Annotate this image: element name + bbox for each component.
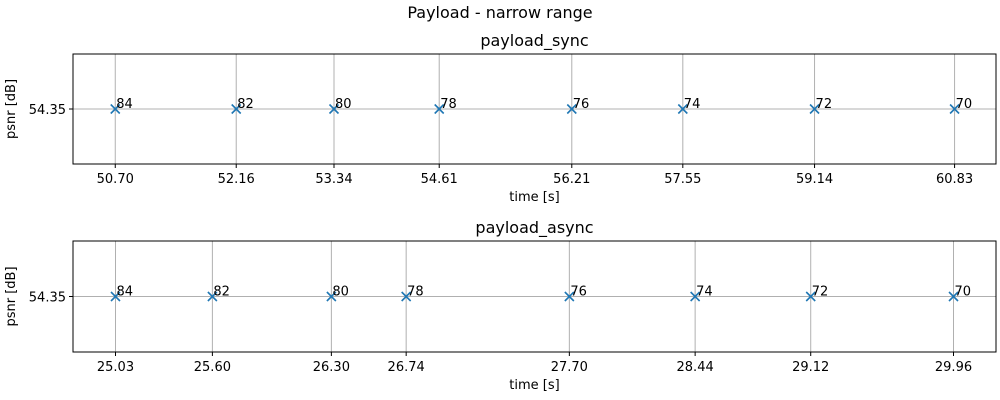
y-axis-label: psnr [dB] (4, 266, 19, 326)
x-tick-label: 25.60 (194, 360, 231, 375)
data-point-label: 74 (696, 285, 713, 300)
y-axis-label: psnr [dB] (4, 79, 19, 139)
data-point-label: 84 (116, 97, 133, 112)
x-tick-label: 29.12 (792, 360, 829, 375)
data-point (110, 103, 121, 115)
data-point-label: 74 (684, 97, 701, 112)
plot-frame (72, 53, 997, 165)
data-point-label: 84 (116, 285, 133, 300)
chart-sync: payload_sync 50.70 52.16 53.34 54.61 56.21 57.… (4, 31, 997, 205)
x-axis-label: time [s] (509, 190, 559, 205)
x-tick-label: 52.16 (218, 172, 255, 187)
x-tick-label: 54.61 (421, 172, 458, 187)
chart-async: payload_async 25.03 25.60 26.30 26.74 27.70 28… (4, 218, 997, 393)
x-tick-label: 50.70 (97, 172, 134, 187)
data-point-label: 82 (237, 97, 254, 112)
x-axis-label: time [s] (509, 378, 559, 393)
chart-title: payload_async (475, 218, 593, 238)
data-point-label: 82 (213, 285, 230, 300)
x-tick-label: 53.34 (315, 172, 352, 187)
data-point-label: 76 (573, 97, 590, 112)
data-point-label: 78 (407, 285, 424, 300)
y-tick-label: 54.35 (29, 291, 66, 306)
data-point-label: 70 (955, 285, 972, 300)
data-point (948, 291, 959, 302)
data-point-label: 70 (956, 97, 973, 112)
data-point (809, 103, 820, 115)
x-tick-label: 28.44 (677, 360, 714, 375)
data-point (690, 291, 701, 302)
x-tick-label: 26.30 (313, 360, 350, 375)
x-tick-label: 29.96 (935, 360, 972, 375)
data-point-label: 78 (440, 97, 457, 112)
data-point (677, 103, 688, 115)
data-point-label: 72 (816, 97, 833, 112)
data-point (434, 103, 445, 115)
data-point (949, 103, 960, 115)
data-point (110, 291, 121, 302)
y-tick-label: 54.35 (29, 103, 66, 118)
data-point (564, 291, 575, 302)
data-point (401, 291, 412, 302)
chart-panels: payload_sync 50.70 52.16 53.34 54.61 56.21 57.… (4, 31, 997, 393)
data-point (805, 291, 816, 302)
data-point-label: 72 (812, 285, 829, 300)
data-point (566, 103, 577, 115)
data-point-label: 76 (570, 285, 587, 300)
x-tick-label: 56.21 (553, 172, 590, 187)
plot-frame (72, 240, 997, 353)
chart-title: payload_sync (480, 31, 588, 51)
x-tick-label: 26.74 (388, 360, 425, 375)
data-point (207, 291, 218, 302)
data-point (328, 103, 340, 115)
figure-title: Payload - narrow range (407, 3, 592, 22)
data-point-label: 80 (335, 97, 352, 112)
x-tick-label: 25.03 (97, 360, 134, 375)
data-point-label: 80 (332, 285, 349, 300)
x-tick-label: 59.14 (796, 172, 833, 187)
data-point (231, 103, 242, 115)
data-point (326, 291, 337, 302)
x-tick-label: 60.83 (936, 172, 973, 187)
x-tick-label: 57.55 (664, 172, 701, 187)
x-tick-label: 27.70 (551, 360, 588, 375)
